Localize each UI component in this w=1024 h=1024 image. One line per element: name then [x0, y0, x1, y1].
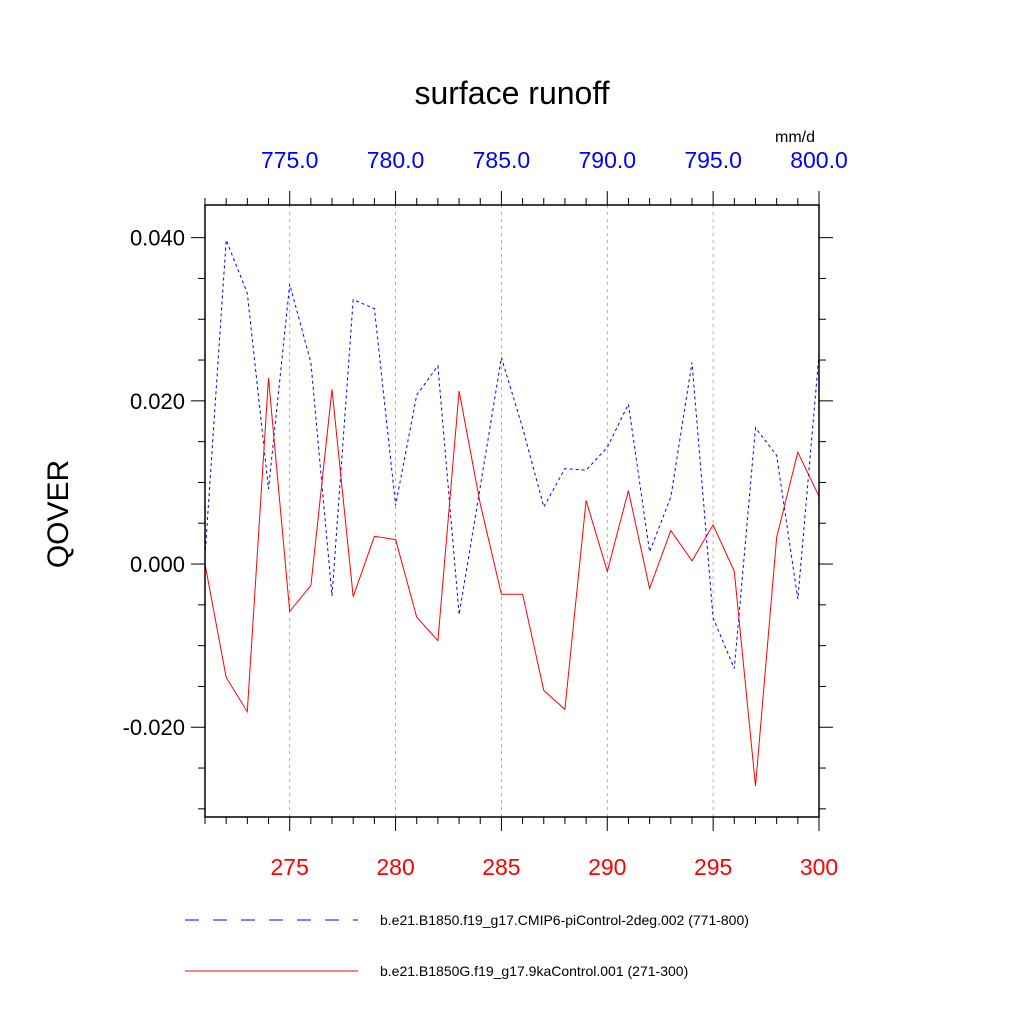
y-tick-label: 0.000 — [130, 552, 185, 577]
axes-layer — [204, 204, 820, 818]
x-top-tick-label: 780.0 — [367, 147, 425, 173]
ticks-layer — [191, 191, 833, 831]
chart-title: surface runoff — [414, 75, 609, 111]
x-bottom-tick-label: 290 — [588, 854, 626, 880]
x-top-tick-label: 785.0 — [473, 147, 531, 173]
series-line-1 — [204, 377, 820, 787]
y-axis-label: QOVER — [42, 460, 75, 568]
y-tick-label: 0.020 — [130, 389, 185, 414]
y-tick-label: -0.020 — [123, 715, 185, 740]
y-tick-label: 0.040 — [130, 226, 185, 251]
plot-frame — [204, 204, 820, 818]
x-top-tick-label: 800.0 — [790, 147, 848, 173]
grid-layer — [289, 205, 714, 817]
x-bottom-tick-label: 300 — [800, 854, 838, 880]
series-layer — [204, 239, 820, 787]
x-bottom-tick-label: 280 — [376, 854, 414, 880]
legend-label-series-1: b.e21.B1850G.f19_g17.9kaControl.001 (271… — [380, 963, 688, 979]
series-line-0 — [204, 239, 820, 669]
x-bottom-tick-label: 295 — [694, 854, 732, 880]
legend-label-series-0: b.e21.B1850.f19_g17.CMIP6-piControl-2deg… — [380, 912, 749, 928]
labels-layer: 275 280 285 290 295 300 775.0 780.0 785.0 790.0 79… — [123, 147, 848, 880]
units-label: mm/d — [775, 129, 815, 146]
x-top-tick-label: 790.0 — [578, 147, 636, 173]
x-top-tick-label: 775.0 — [261, 147, 319, 173]
x-bottom-tick-label: 275 — [271, 854, 309, 880]
x-bottom-tick-label: 285 — [482, 854, 520, 880]
x-top-tick-label: 795.0 — [684, 147, 742, 173]
legend: b.e21.B1850.f19_g17.CMIP6-piControl-2deg… — [185, 912, 749, 979]
